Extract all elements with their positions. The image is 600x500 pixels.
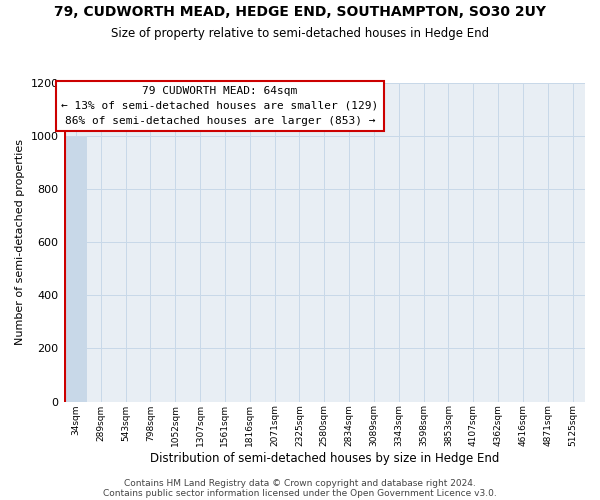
Text: Contains public sector information licensed under the Open Government Licence v3: Contains public sector information licen… (103, 488, 497, 498)
Text: Size of property relative to semi-detached houses in Hedge End: Size of property relative to semi-detach… (111, 28, 489, 40)
Bar (65, 136, 86, 402)
X-axis label: Distribution of semi-detached houses by size in Hedge End: Distribution of semi-detached houses by … (149, 452, 499, 465)
Text: 79 CUDWORTH MEAD: 64sqm
← 13% of semi-detached houses are smaller (129)
86% of s: 79 CUDWORTH MEAD: 64sqm ← 13% of semi-de… (61, 86, 379, 126)
Text: 79, CUDWORTH MEAD, HEDGE END, SOUTHAMPTON, SO30 2UY: 79, CUDWORTH MEAD, HEDGE END, SOUTHAMPTO… (54, 5, 546, 19)
Y-axis label: Number of semi-detached properties: Number of semi-detached properties (15, 140, 25, 346)
Text: Contains HM Land Registry data © Crown copyright and database right 2024.: Contains HM Land Registry data © Crown c… (124, 478, 476, 488)
